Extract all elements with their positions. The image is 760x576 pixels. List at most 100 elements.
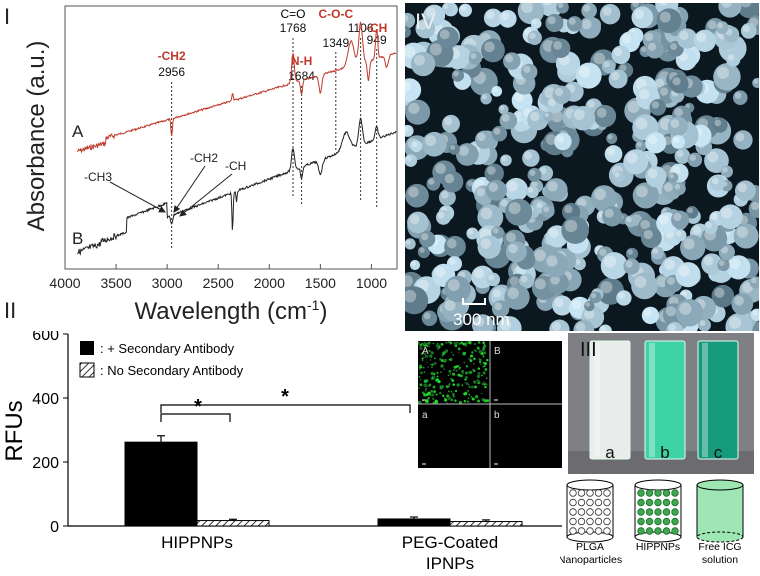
fluorescence-speckle (457, 373, 461, 377)
fluorescence-speckle (445, 385, 448, 388)
sem-particle-highlight (534, 249, 547, 262)
schematic-particle (603, 527, 611, 535)
sem-particle (608, 69, 628, 89)
sem-particle (731, 293, 754, 315)
sem-particle-highlight (640, 46, 647, 53)
fluorescence-speckle (464, 341, 468, 346)
sem-particle-highlight (753, 79, 758, 84)
sem-particle-highlight (669, 173, 674, 179)
schematic-particle (594, 527, 603, 535)
sem-particle-highlight (676, 150, 684, 158)
sem-particle-highlight (514, 92, 524, 102)
fluorescence-panel-label: b (494, 410, 500, 421)
annotation-ch-arrow (179, 173, 233, 217)
fluorescence-speckle (430, 379, 433, 381)
sem-particle (666, 321, 684, 331)
sem-particle-highlight (640, 219, 651, 230)
sem-particle (675, 262, 701, 288)
ftir-x-tick-label: 1000 (356, 275, 387, 291)
sem-particle-highlight (564, 219, 578, 233)
sem-particle-highlight (568, 18, 576, 25)
sem-particle (552, 85, 571, 105)
fluorescence-speckle (423, 352, 427, 356)
sem-particle-highlight (651, 101, 660, 109)
sem-particle (573, 319, 595, 331)
sem-particle-highlight (493, 127, 501, 135)
sem-particle (591, 185, 617, 212)
sem-particle (490, 287, 509, 306)
fluorescence-speckle (485, 383, 488, 386)
fluorescence-speckle (430, 351, 434, 355)
sem-particle-highlight (411, 261, 416, 266)
fluorescence-speckle (454, 389, 458, 392)
sem-particle-highlight (524, 151, 533, 160)
sem-particle-highlight (711, 177, 719, 185)
sem-particle-highlight (602, 6, 612, 16)
ftir-peak-group: N-H (291, 54, 312, 68)
fluorescence-speckle (462, 351, 467, 356)
schematic-cylinder-bottom (696, 531, 744, 543)
sem-particle (480, 92, 492, 105)
sem-particle-highlight (585, 302, 591, 307)
sem-particle-highlight (500, 199, 508, 207)
sem-particle-highlight (447, 279, 460, 292)
fluorescence-speckle (473, 342, 477, 346)
schematic-particle (637, 498, 645, 507)
sem-particle (511, 89, 533, 111)
sem-particle (650, 246, 664, 260)
sem-particle-highlight (405, 126, 409, 132)
sem-particle-highlight (665, 306, 677, 317)
sem-particle-highlight (421, 233, 429, 241)
sem-scale-bar (462, 298, 486, 305)
sem-particle (649, 99, 667, 116)
sem-particle-highlight (435, 163, 446, 174)
sem-particle-highlight (532, 19, 537, 25)
ftir-x-tick-label: 3500 (100, 275, 131, 291)
fluorescence-speckle (427, 343, 430, 346)
fluorescence-speckle (418, 368, 421, 370)
rfu-category-label: PEG-Coated (402, 533, 498, 552)
sem-particle (455, 143, 479, 166)
schematic-particle (577, 527, 586, 535)
sem-particle-highlight (554, 298, 564, 308)
schematic-particle (577, 489, 586, 497)
schematic-particle (645, 508, 654, 516)
sem-particle-highlight (619, 64, 627, 72)
schematic-particle (594, 498, 603, 507)
sem-particle-highlight (429, 43, 442, 56)
schematic-particle (662, 517, 671, 526)
sem-particle (477, 235, 501, 259)
schematic-particle (654, 517, 662, 526)
fluorescence-speckle (473, 369, 476, 373)
fluorescence-speckle (442, 394, 445, 398)
sem-particle-highlight (740, 3, 752, 8)
fluorescence-speckle (419, 343, 423, 347)
sem-particle-highlight (434, 266, 446, 278)
schematic-cylinder-top (696, 479, 744, 491)
fluorescence-speckle (432, 385, 436, 389)
annotation-ch3: -CH3 (84, 170, 112, 184)
fluorescence-speckle (486, 399, 490, 403)
sem-particle-highlight (441, 191, 449, 199)
sem-particle-highlight (556, 134, 565, 143)
sem-particle (645, 132, 667, 154)
sem-particle (426, 176, 441, 191)
sem-particle-highlight (670, 118, 680, 129)
sem-particle-highlight (578, 65, 591, 78)
sem-particle-highlight (564, 205, 573, 214)
ftir-x-tick-label: 2500 (203, 275, 234, 291)
sem-particle (718, 204, 743, 230)
sem-particle (410, 140, 423, 153)
sem-particle-highlight (734, 295, 744, 306)
fluorescence-speckle (464, 371, 468, 375)
sem-particle-highlight (742, 25, 750, 33)
legend-label-no-secondary: : No Secondary Antibody (100, 363, 244, 378)
sem-particle-highlight (673, 212, 682, 222)
fluorescence-speckle (429, 359, 432, 361)
sem-particle (441, 296, 466, 322)
sem-particle-highlight (492, 227, 499, 234)
fluorescence-speckle (432, 375, 436, 379)
sem-particle (656, 8, 682, 34)
